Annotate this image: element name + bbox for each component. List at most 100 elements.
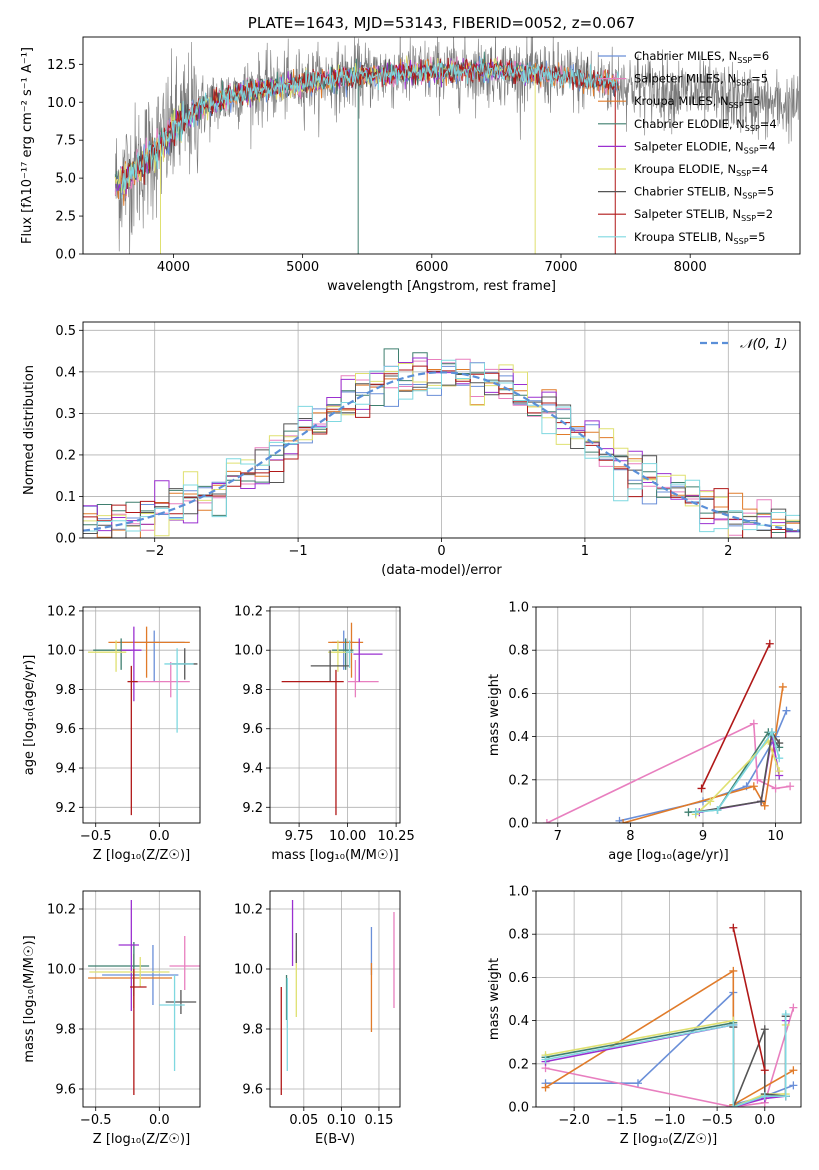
panel-age-Z: −0.5 0.0 9.2 9.4 9.6 9.8 10.0 10.2 Z [log₁₀(Z/Z☉… <box>22 604 201 863</box>
y-tick-label: 10.0 <box>234 644 263 659</box>
mass-weight-line <box>695 730 780 813</box>
panel-mass-weight-age: 7 8 9 10 0.0 0.2 0.4 0.6 0.8 1.0 age [log₁₀(age/yr… <box>487 601 802 863</box>
legend-entry: Kroupa ELODIE, NSSP=4 <box>634 162 768 178</box>
errorbar-point <box>93 638 132 670</box>
y-tick-label: 9.8 <box>55 1023 76 1038</box>
x-axis-label: E(B-V) <box>315 1132 355 1147</box>
axes-frame <box>82 890 201 1108</box>
legend-entry: 𝒩(0, 1) <box>740 337 787 352</box>
x-tick-label: −0.5 <box>80 829 112 844</box>
y-tick-label: 1.0 <box>508 885 529 900</box>
y-tick-label: 9.2 <box>242 801 263 816</box>
x-tick-label: −1.5 <box>606 1113 638 1128</box>
legend-entry: Salpeter STELIB, NSSP=2 <box>634 207 773 223</box>
y-tick-label: 0.6 <box>508 971 529 986</box>
y-tick-label: 10.2 <box>47 604 76 619</box>
mass-weight-marker <box>729 923 738 932</box>
mass-weight-marker <box>749 782 758 791</box>
mass-weight-marker <box>713 806 722 815</box>
x-tick-label: 8000 <box>674 260 707 275</box>
y-tick-label: 0.0 <box>55 248 76 263</box>
x-tick-label: −1 <box>289 544 308 559</box>
x-tick-label: −1.0 <box>654 1113 686 1128</box>
axes-frame <box>82 36 801 255</box>
mass-weight-marker <box>691 808 700 817</box>
age-mass-plot-area <box>270 607 400 823</box>
x-tick-label: 9.75 <box>285 829 314 844</box>
mass-weight-marker <box>760 1025 769 1034</box>
mass-weight-marker <box>697 784 706 793</box>
mass-weight-marker <box>541 1083 550 1092</box>
x-tick-label: −0.5 <box>701 1113 733 1128</box>
mass-weight-marker <box>729 1103 738 1107</box>
y-tick-label: 1.0 <box>508 601 529 616</box>
errorbar-point <box>328 640 350 672</box>
y-tick-label: 0.6 <box>508 687 529 702</box>
x-tick-label: 2 <box>724 544 732 559</box>
x-tick-label: 4000 <box>157 260 190 275</box>
mass-weight-marker <box>615 816 624 823</box>
residuals-plot-area <box>83 322 800 538</box>
mass-weight-marker <box>757 797 766 806</box>
y-tick-label: 10.2 <box>234 903 263 918</box>
mass-weight-line <box>545 1014 787 1107</box>
mass-weight-marker <box>778 682 787 691</box>
y-axis-label: mass weight <box>487 674 502 756</box>
y-axis-label: age [log₁₀(age/yr)] <box>22 655 37 776</box>
panel-mass-weight-Z: −2.0 −1.5 −1.0 −0.5 0.0 0.0 0.2 0.4 0.6 0.8 1.0 Z [… <box>487 885 802 1147</box>
y-tick-label: 0.0 <box>508 1101 529 1116</box>
spectrum-model-line <box>121 57 616 190</box>
y-tick-label: 9.4 <box>55 762 76 777</box>
axes-frame <box>535 890 802 1108</box>
x-tick-label: 7000 <box>544 260 577 275</box>
mass-weight-marker <box>767 728 776 737</box>
residual-histogram <box>83 359 800 533</box>
mass-weight-line <box>695 739 780 815</box>
errorbar-point <box>165 990 197 1014</box>
errorbar-point <box>119 630 185 682</box>
panel-mass-EBV: 0.05 0.10 0.15 9.6 9.8 10.0 10.2 E(B-V) <box>234 890 401 1147</box>
y-axis-label: Normed distribution <box>22 365 37 495</box>
mass-weight-marker <box>789 1066 798 1075</box>
mass-weight-marker <box>753 775 762 784</box>
y-axis-label: Flux [fλ10⁻¹⁷ erg cm⁻² s⁻¹ A⁻¹] <box>20 47 35 244</box>
y-tick-label: 9.8 <box>242 683 263 698</box>
y-tick-label: 0.8 <box>508 928 529 943</box>
mass-weight-marker <box>775 754 784 763</box>
panel-age-mass: 9.75 10.00 10.25 9.2 9.4 9.6 9.8 10.0 10.2 mass [… <box>234 604 415 863</box>
y-tick-label: 0.0 <box>508 817 529 832</box>
x-tick-label: 10.00 <box>329 829 366 844</box>
mass-weight-marker <box>789 1081 798 1090</box>
mass-weight-marker <box>781 1010 790 1019</box>
x-axis-label: (data-model)/error <box>381 563 502 578</box>
y-tick-label: 0.5 <box>55 324 76 339</box>
y-tick-label: 10.0 <box>47 963 76 978</box>
y-tick-label: 0.0 <box>55 532 76 547</box>
mass-weight-marker <box>541 1055 550 1064</box>
x-tick-label: 0.0 <box>754 1113 775 1128</box>
mass-weight-marker <box>765 639 774 648</box>
x-tick-label: −0.5 <box>80 1113 112 1128</box>
y-tick-label: 2.5 <box>55 210 76 225</box>
y-tick-label: 0.2 <box>508 1057 529 1072</box>
mass-weight-marker <box>749 719 758 728</box>
errorbar-point <box>345 640 354 668</box>
legend-entry: Kroupa STELIB, NSSP=5 <box>634 230 765 246</box>
mass-weight-marker <box>684 808 693 817</box>
errorbar-point <box>353 638 383 682</box>
mass-weight-marker <box>619 819 628 823</box>
x-axis-label: Z [log₁₀(Z/Z☉)] <box>620 1132 717 1147</box>
y-tick-label: 9.6 <box>242 1083 263 1098</box>
legend-entry: Chabrier MILES, NSSP=6 <box>634 49 769 65</box>
y-tick-label: 9.6 <box>242 722 263 737</box>
age-Z-plot-area <box>83 607 200 823</box>
mass-weight-marker <box>633 1079 642 1088</box>
y-tick-label: 5.0 <box>55 172 76 187</box>
x-tick-label: 7 <box>554 829 562 844</box>
legend-entry: Salpeter MILES, NSSP=5 <box>634 72 768 88</box>
errorbar-point <box>121 626 142 702</box>
mass-weight-marker <box>789 1003 798 1012</box>
x-tick-label: 5000 <box>286 260 319 275</box>
x-tick-label: 0.0 <box>149 1113 170 1128</box>
x-tick-label: 6000 <box>415 260 448 275</box>
